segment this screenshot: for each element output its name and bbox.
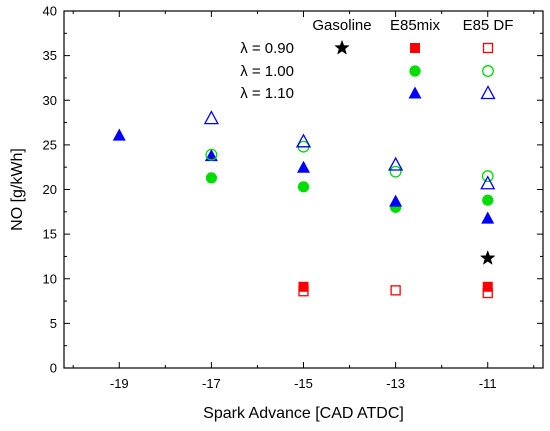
- x-tick-label: -17: [202, 376, 221, 391]
- data-point-gasoline-0-90: [479, 249, 496, 265]
- data-point-e85mix-1-00: [482, 194, 494, 206]
- legend-column-header: Gasoline: [312, 17, 371, 34]
- x-axis-label: Spark Advance [CAD ATDC]: [203, 405, 404, 422]
- data-point-e85mix-1-10: [297, 160, 310, 173]
- y-tick-label: 30: [43, 93, 57, 108]
- x-tick-label: -11: [479, 376, 497, 391]
- y-tick-label: 35: [43, 48, 57, 63]
- x-tick-label: -15: [294, 376, 313, 391]
- legend-symbol-e85-df: [480, 85, 496, 100]
- data-point-e85mix-1-00: [297, 181, 310, 193]
- data-point-e85mix-1-10: [112, 128, 126, 141]
- legend-column-header: E85 DF: [463, 17, 514, 34]
- legend-row-label: λ = 1.10: [240, 85, 294, 102]
- y-tick-label: 25: [43, 137, 57, 152]
- legend-symbol-e85mix: [410, 43, 420, 53]
- legend-symbol-e85-df: [482, 42, 494, 54]
- data-point-e85mix-0-90: [482, 281, 493, 292]
- data-point-e85-df-1-00: [389, 165, 402, 178]
- y-tick-label: 40: [43, 4, 57, 19]
- y-tick-label: 20: [43, 182, 57, 197]
- y-tick-label: 5: [50, 316, 57, 331]
- data-point-e85-df-0-90: [390, 285, 401, 296]
- legend-symbol-gasoline: [334, 39, 350, 55]
- y-tick-label: 0: [50, 361, 57, 376]
- legend: Gasoline E85mix E85 DF λ = 0.90 λ = 1.00 λ = …: [240, 17, 513, 102]
- data-point-e85mix-1-00: [205, 172, 217, 184]
- y-axis-label: NO [g/kWh]: [9, 148, 26, 231]
- data-points: [112, 110, 496, 299]
- legend-symbol-e85mix: [408, 86, 422, 99]
- legend-symbol-e85mix: [409, 65, 421, 77]
- data-point-e85-df-0-90: [482, 287, 493, 299]
- data-point-e85-df-1-00: [481, 170, 494, 183]
- legend-row-label: λ = 1.00: [240, 63, 294, 80]
- legend-symbol-e85-df: [482, 65, 494, 77]
- data-point-e85-df-1-10: [295, 133, 312, 148]
- data-point-e85-df-0-90: [298, 286, 309, 297]
- y-tick-label: 15: [43, 227, 57, 242]
- x-tick-label: -13: [386, 376, 405, 391]
- x-tick-label: -19: [110, 376, 129, 391]
- legend-column-header: E85mix: [390, 17, 441, 34]
- data-point-e85-df-1-10: [480, 175, 496, 190]
- data-point-e85-df-1-10: [203, 110, 219, 125]
- legend-row-label: λ = 0.90: [240, 40, 294, 57]
- data-point-e85mix-1-10: [389, 194, 403, 207]
- data-point-e85-df-1-00: [205, 148, 218, 161]
- axes: 0 5 10 15 20 25 30 35 40 -19 -17 -15 -13 -11: [43, 4, 544, 391]
- data-point-e85-df-1-10: [388, 156, 404, 171]
- y-tick-label: 10: [43, 271, 57, 286]
- data-point-e85mix-1-10: [481, 211, 495, 224]
